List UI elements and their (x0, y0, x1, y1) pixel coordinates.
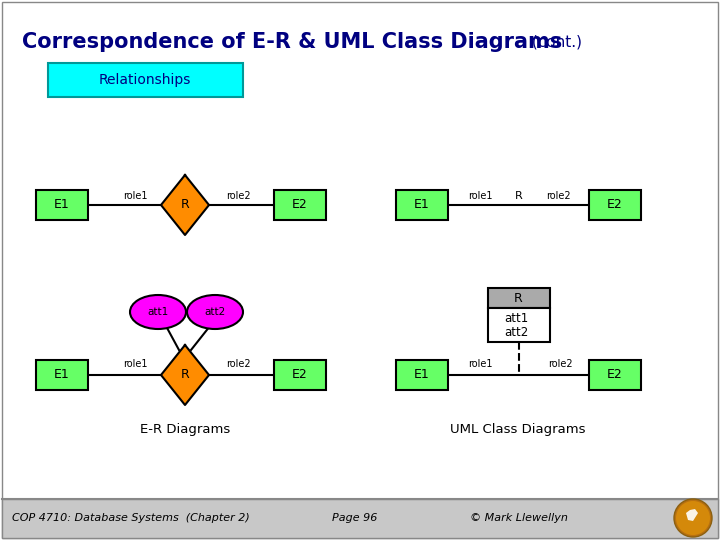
Text: Relationships: Relationships (99, 73, 192, 87)
Text: E2: E2 (292, 368, 308, 381)
FancyBboxPatch shape (36, 360, 88, 390)
Circle shape (674, 499, 712, 537)
FancyBboxPatch shape (396, 360, 448, 390)
Text: Page 96: Page 96 (333, 513, 378, 523)
Text: Correspondence of E-R & UML Class Diagrams: Correspondence of E-R & UML Class Diagra… (22, 32, 562, 52)
Text: role1: role1 (468, 191, 492, 201)
Text: role2: role2 (225, 191, 251, 201)
Text: E2: E2 (607, 368, 623, 381)
FancyBboxPatch shape (589, 360, 641, 390)
FancyBboxPatch shape (487, 308, 549, 342)
Text: att1: att1 (505, 313, 528, 326)
Text: (cont.): (cont.) (527, 35, 582, 50)
Text: UML Class Diagrams: UML Class Diagrams (450, 423, 586, 436)
Text: R: R (181, 199, 189, 212)
Text: role2: role2 (225, 359, 251, 369)
Text: R: R (515, 191, 523, 201)
Text: E1: E1 (414, 199, 430, 212)
Text: role1: role1 (122, 191, 148, 201)
Ellipse shape (187, 295, 243, 329)
FancyBboxPatch shape (274, 190, 326, 220)
Text: E1: E1 (54, 199, 70, 212)
Text: © Mark Llewellyn: © Mark Llewellyn (470, 513, 568, 523)
Text: E1: E1 (414, 368, 430, 381)
Polygon shape (686, 509, 698, 521)
Text: E-R Diagrams: E-R Diagrams (140, 423, 230, 436)
FancyBboxPatch shape (274, 360, 326, 390)
FancyBboxPatch shape (396, 190, 448, 220)
Ellipse shape (130, 295, 186, 329)
Text: role1: role1 (468, 359, 492, 369)
Text: COP 4710: Database Systems  (Chapter 2): COP 4710: Database Systems (Chapter 2) (12, 513, 250, 523)
FancyBboxPatch shape (48, 63, 243, 97)
FancyBboxPatch shape (2, 499, 718, 538)
Polygon shape (161, 175, 209, 235)
Text: R: R (514, 292, 523, 305)
Text: role2: role2 (548, 359, 572, 369)
Text: att2: att2 (204, 307, 225, 317)
Text: E2: E2 (292, 199, 308, 212)
Text: E1: E1 (54, 368, 70, 381)
Text: E2: E2 (607, 199, 623, 212)
Text: att1: att1 (148, 307, 168, 317)
Circle shape (676, 501, 710, 535)
FancyBboxPatch shape (589, 190, 641, 220)
Text: att2: att2 (505, 327, 528, 340)
FancyBboxPatch shape (487, 288, 549, 308)
Text: role1: role1 (122, 359, 148, 369)
Polygon shape (161, 345, 209, 405)
Text: R: R (181, 368, 189, 381)
FancyBboxPatch shape (36, 190, 88, 220)
Text: role2: role2 (546, 191, 570, 201)
